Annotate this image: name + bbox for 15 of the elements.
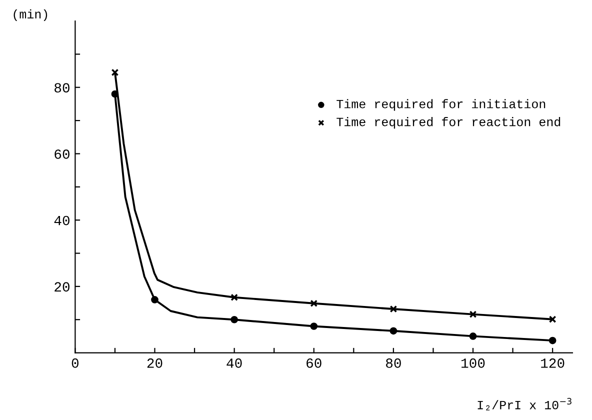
- x-tick-label: 0: [72, 358, 78, 368]
- y-tick-label: 60: [54, 149, 70, 159]
- x-tick-label: 40: [226, 358, 242, 368]
- y-tick-label: 20: [54, 282, 70, 292]
- x-tick-label: 80: [386, 358, 401, 368]
- x-tick-label: 120: [541, 358, 564, 368]
- y-tick-label: 80: [54, 83, 70, 93]
- y-tick-label: 40: [54, 216, 70, 226]
- y-axis-title: (min): [14, 9, 48, 21]
- legend-label: Time required for reaction end: [336, 117, 560, 129]
- legend-label: Time required for initiation: [336, 99, 546, 111]
- x-axis-title: I₂/PrI x 10$^{−3}$: [478, 398, 572, 410]
- x-tick-label: 60: [306, 358, 322, 368]
- x-tick-label: 20: [147, 358, 162, 368]
- x-tick-label: 100: [462, 358, 485, 368]
